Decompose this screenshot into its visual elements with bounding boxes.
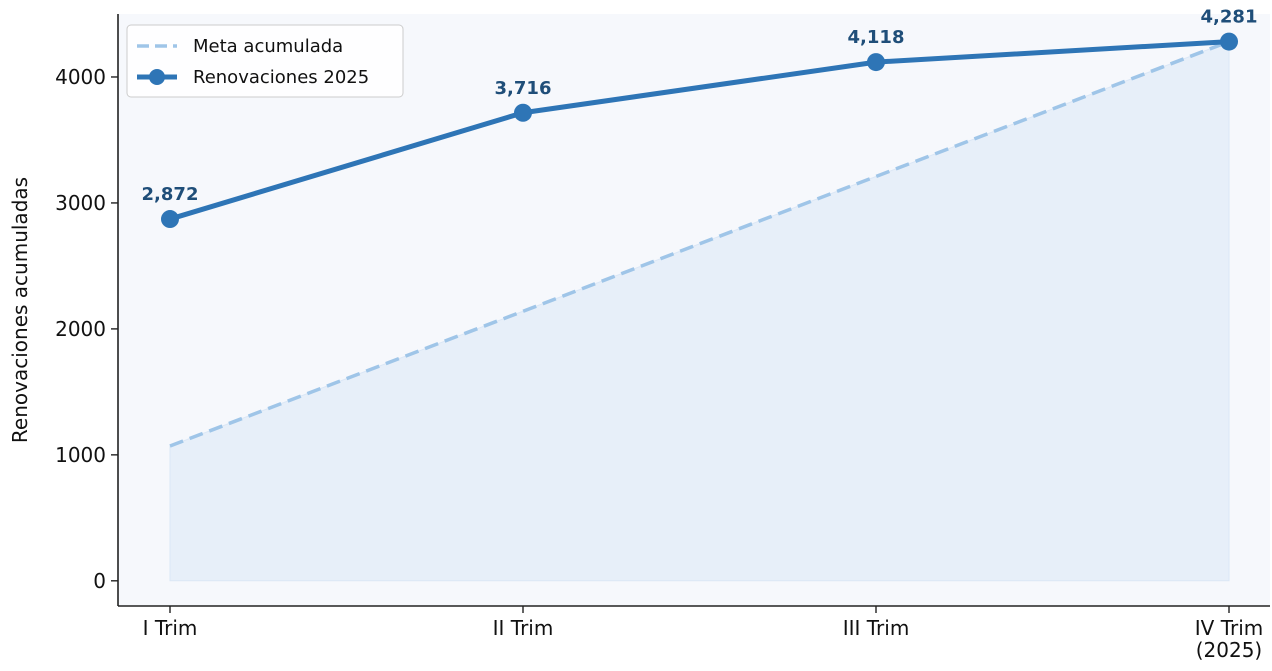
- y-tick-label: 0: [93, 569, 106, 593]
- renovaciones-point: [867, 53, 885, 72]
- legend-box: [126, 24, 404, 98]
- renovaciones-line: [169, 39, 1230, 222]
- legend-renovaciones-marker: [149, 69, 165, 85]
- renovaciones-point: [161, 210, 179, 229]
- x-tick-label: I Trim: [143, 616, 198, 640]
- x-tick-label: IV Trim (2025): [1195, 616, 1263, 662]
- data-labels-layer: 2,872 3,716 4,118 4,281: [142, 7, 1258, 205]
- data-label: 2,872: [142, 184, 199, 205]
- legend: Meta acumulada Renovaciones 2025: [126, 24, 404, 98]
- renovaciones-point: [514, 103, 532, 122]
- x-tick-label: II Trim: [493, 616, 554, 640]
- data-label: 4,281: [1201, 7, 1258, 28]
- y-axis-title: Renovaciones acumuladas: [8, 177, 32, 443]
- renovaciones-series-layer: [161, 32, 1238, 229]
- data-label: 3,716: [495, 78, 552, 99]
- y-tick-label: 3000: [55, 191, 106, 215]
- y-tick-label: 2000: [55, 317, 106, 341]
- legend-meta-label: Meta acumulada: [193, 36, 343, 57]
- renovaciones-point: [1220, 32, 1238, 51]
- y-tick-label: 1000: [55, 443, 106, 467]
- data-label: 4,118: [848, 27, 905, 48]
- x-tick-label: III Trim: [843, 616, 910, 640]
- y-ticks-layer: 0 1000 2000 3000 4000: [55, 65, 118, 593]
- legend-renovaciones-label: Renovaciones 2025: [193, 67, 369, 88]
- y-tick-label: 4000: [55, 65, 106, 89]
- axes-layer: [117, 14, 1270, 607]
- x-ticks-layer: I Trim II Trim III Trim IV Trim (2025): [143, 606, 1263, 662]
